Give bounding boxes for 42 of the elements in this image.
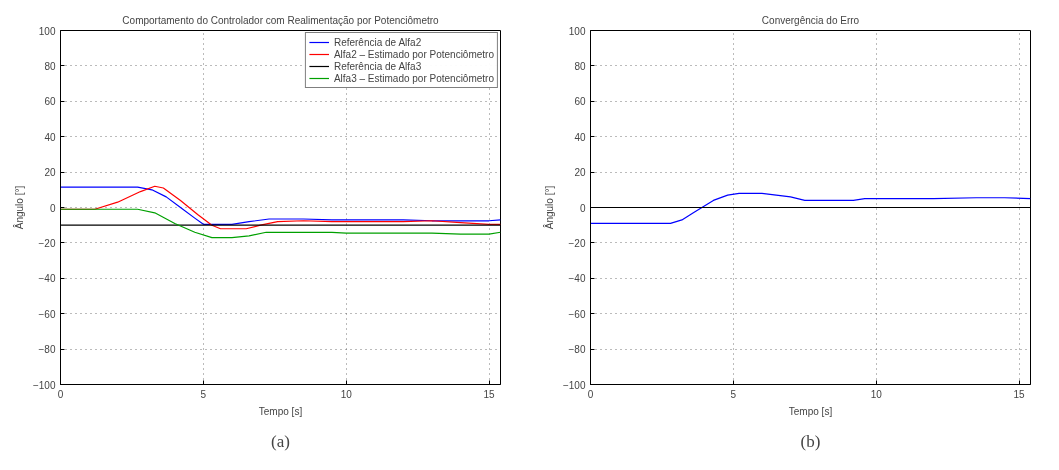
y-tick-label: 0 [49,202,56,214]
y-tick-label: −80 [38,344,56,356]
x-tick-label: 10 [870,388,883,400]
y-tick-label: 80 [44,60,56,72]
x-tick-label: 0 [57,388,64,400]
y-tick-label: −60 [38,308,56,320]
y-tick-label: 60 [574,96,586,108]
text: (a) [271,431,290,451]
y-tick-label: −80 [568,344,586,356]
legend-label: Referência de Alfa3 [333,60,422,72]
x-tick-label: 0 [587,388,594,400]
x-tick-label: 5 [200,388,207,400]
y-tick-label: 20 [574,167,586,179]
y-tick-label: −20 [568,237,586,249]
legend-label: Referência de Alfa2 [333,36,422,48]
y-axis-title: Ângulo [°] [12,185,25,230]
y-tick-label: −100 [32,379,56,391]
y-tick-label: −40 [568,273,586,285]
y-tick-label: −100 [562,379,586,391]
legend-label: Alfa3 – Estimado por Potenciômetro [333,72,494,84]
y-tick-label: 40 [574,131,586,143]
y-tick-label: −20 [38,237,56,249]
y-axis-title: Ângulo [°] [542,185,555,230]
x-axis-title: Tempo [s] [788,405,833,417]
y-tick-label: 40 [44,131,56,143]
x-tick-label: 10 [340,388,353,400]
x-tick-label: 15 [483,388,496,400]
y-tick-label: 100 [38,25,56,37]
x-tick-label: 5 [730,388,737,400]
y-tick-label: 20 [44,167,56,179]
legend-label: Alfa2 – Estimado por Potenciômetro [333,48,494,60]
x-axis-title: Tempo [s] [258,405,303,417]
y-tick-label: 60 [44,96,56,108]
y-tick-label: 0 [579,202,586,214]
y-tick-label: 80 [574,60,586,72]
y-tick-label: −60 [568,308,586,320]
y-tick-label: −40 [38,273,56,285]
x-tick-label: 15 [1013,388,1026,400]
chart-title: Convergência do Erro [761,14,860,26]
text: (b) [800,431,821,451]
y-tick-label: 100 [568,25,586,37]
chart-title: Comportamento do Controlador com Realimentação por Potenciômetro [122,14,440,26]
